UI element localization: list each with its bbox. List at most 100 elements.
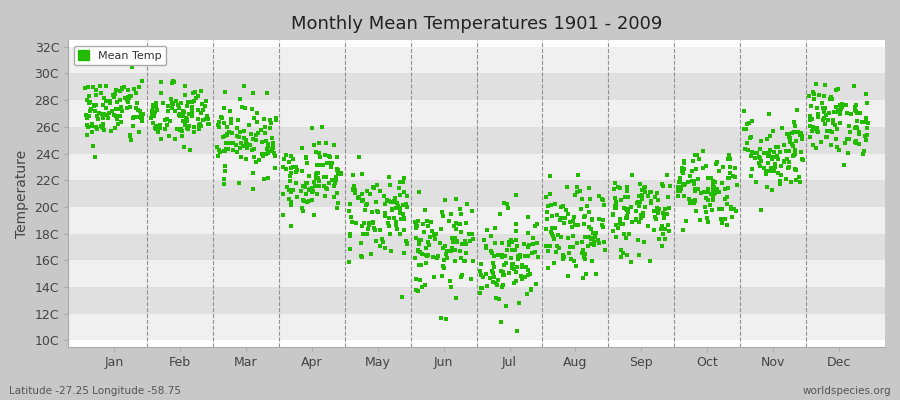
Point [316, 162, 330, 168]
Point [306, 188, 320, 194]
Point [773, 149, 788, 155]
Point [830, 109, 844, 115]
Point [596, 223, 610, 230]
Point [744, 118, 759, 125]
Point [576, 275, 590, 281]
Point [324, 164, 338, 170]
Point [366, 219, 381, 226]
Point [547, 201, 562, 208]
Point [748, 155, 762, 161]
Point [412, 237, 427, 244]
Point [796, 157, 810, 163]
Point [147, 113, 161, 120]
Point [440, 248, 454, 254]
Point [184, 98, 199, 105]
Point [289, 180, 303, 186]
Point [620, 252, 634, 258]
Point [347, 187, 362, 194]
Point [443, 278, 457, 284]
Point [670, 184, 685, 190]
Point [483, 248, 498, 254]
Point [83, 98, 97, 105]
Point [369, 238, 383, 244]
Point [236, 142, 250, 149]
Point [740, 140, 754, 146]
Point [261, 175, 275, 182]
Point [791, 129, 806, 136]
Point [636, 185, 651, 191]
Point [220, 132, 234, 138]
Point [415, 251, 429, 258]
Point [487, 274, 501, 280]
Point [849, 140, 863, 146]
Point [239, 139, 254, 145]
Point [458, 238, 473, 244]
Point [608, 204, 622, 210]
Point [125, 115, 140, 121]
Point [397, 227, 411, 234]
Point [806, 91, 821, 97]
Point [266, 144, 280, 151]
Point [596, 217, 610, 224]
Point [421, 222, 436, 229]
Point [718, 215, 733, 222]
Point [563, 219, 578, 226]
Point [318, 151, 332, 158]
Point [358, 202, 373, 208]
Point [392, 192, 407, 199]
Point [355, 198, 369, 205]
Point [840, 110, 854, 116]
Point [250, 110, 265, 116]
Point [753, 158, 768, 164]
Point [464, 276, 479, 282]
Point [823, 128, 837, 135]
Point [634, 196, 649, 202]
Point [598, 247, 612, 253]
Point [420, 239, 435, 245]
Point [419, 218, 434, 224]
Point [691, 176, 706, 183]
Point [314, 124, 328, 130]
Point [428, 231, 443, 237]
Point [238, 137, 253, 144]
Point [176, 112, 190, 118]
Point [328, 174, 343, 180]
Point [354, 240, 368, 246]
Point [748, 150, 762, 156]
Point [819, 112, 833, 118]
Point [852, 110, 867, 116]
Point [806, 124, 820, 130]
Point [110, 116, 124, 122]
Point [625, 204, 639, 210]
Point [511, 252, 526, 259]
Point [612, 185, 626, 191]
Point [130, 114, 145, 120]
Point [446, 236, 460, 242]
Point [290, 194, 304, 200]
Point [393, 179, 408, 185]
Point [648, 214, 662, 220]
Point [380, 196, 394, 203]
Point [418, 207, 432, 214]
Point [569, 262, 583, 269]
Point [285, 164, 300, 170]
Point [309, 149, 323, 156]
Point [675, 164, 689, 171]
Point [805, 116, 819, 122]
Point [634, 214, 648, 221]
Point [571, 221, 585, 228]
Point [656, 230, 670, 237]
Point [89, 126, 104, 133]
Point [788, 123, 803, 129]
Point [400, 204, 415, 210]
Point [563, 244, 578, 250]
Point [688, 197, 703, 203]
Point [370, 208, 384, 215]
Point [235, 104, 249, 110]
Point [576, 214, 590, 220]
Point [309, 175, 323, 181]
Point [608, 180, 623, 186]
Point [723, 164, 737, 171]
Point [191, 106, 205, 113]
Point [832, 147, 846, 153]
